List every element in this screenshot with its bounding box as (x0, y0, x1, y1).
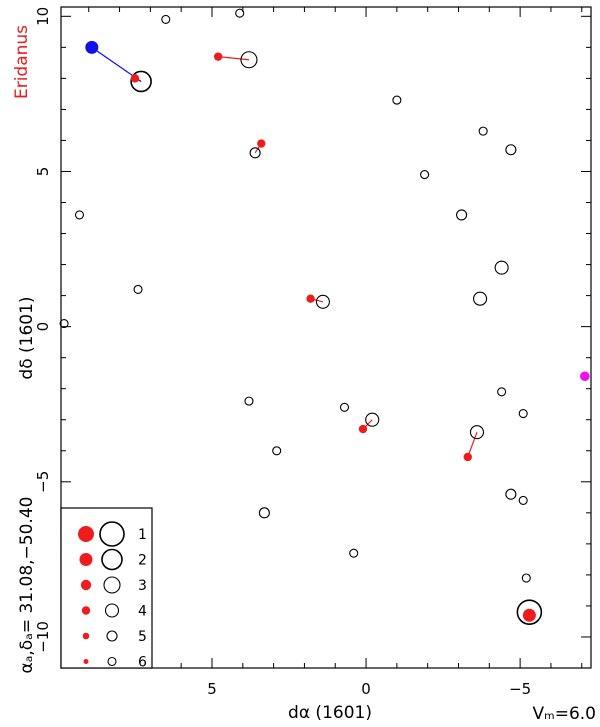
reference-star (473, 291, 488, 306)
center-coordinates-label: αₐ,δₐ= 31.08,−50.40 (17, 497, 37, 674)
legend-open-symbol (104, 603, 120, 618)
legend-filled-symbol (82, 632, 90, 640)
legend-magnitude-label: 3 (138, 578, 147, 594)
legend-magnitude-label: 4 (138, 604, 147, 620)
reference-star (244, 396, 254, 406)
reference-star (456, 209, 468, 221)
legend-open-symbol (103, 576, 121, 594)
reference-star (505, 144, 517, 156)
legend-filled-symbol (81, 606, 91, 615)
reference-star (315, 294, 330, 309)
x-tick-label: 0 (361, 680, 371, 698)
reference-star (130, 70, 152, 93)
legend-open-symbol (101, 548, 123, 571)
reference-star (59, 318, 69, 329)
observed-star (358, 424, 368, 434)
reference-star (161, 14, 171, 24)
reference-star (249, 147, 261, 159)
reference-star (494, 260, 509, 275)
observed-stars (85, 40, 590, 622)
limiting-magnitude-label: Vₘ=6.0 (532, 704, 596, 724)
observed-star (130, 74, 140, 83)
offset-line (218, 56, 250, 61)
legend-open-symbol (107, 656, 117, 667)
x-axis-title: dα (1601) (288, 703, 372, 723)
reference-star (521, 573, 531, 583)
reference-star (258, 507, 270, 519)
reference-star (365, 412, 380, 427)
y-tick-label: −5 (34, 471, 52, 493)
legend-open-symbol (99, 521, 125, 547)
blue-star (85, 40, 99, 54)
legend-box (60, 507, 153, 669)
reference-star (133, 284, 143, 294)
observed-star (522, 608, 536, 622)
y-tick-label: −10 (34, 621, 52, 653)
observed-star (306, 294, 315, 303)
y-axis-title: dδ (1601) (17, 296, 37, 379)
connection-lines (91, 46, 478, 458)
reference-star (339, 402, 350, 412)
reference-star (392, 95, 402, 105)
reference-stars (59, 8, 543, 625)
reference-star (505, 488, 517, 500)
reference-star (478, 126, 488, 136)
reference-star (420, 170, 430, 180)
observed-star (213, 52, 223, 61)
reference-star (469, 425, 485, 440)
reference-star (497, 387, 507, 397)
legend-magnitude-label: 1 (138, 527, 147, 543)
legend-filled-symbol (79, 553, 93, 566)
legend-magnitude-label: 6 (138, 655, 147, 671)
x-tick-label: 5 (207, 680, 217, 698)
reference-star (240, 51, 258, 69)
legend-magnitude-label: 2 (138, 553, 147, 569)
reference-star (235, 8, 245, 18)
constellation-label: Eridanus (12, 25, 32, 99)
legend-filled-symbol (80, 579, 92, 591)
legend-open-symbol (106, 630, 118, 642)
x-tick-label: −5 (509, 680, 531, 698)
reference-star (74, 210, 85, 220)
reference-star (272, 446, 282, 456)
observed-star (463, 452, 472, 462)
y-tick-label: 5 (34, 167, 52, 177)
magenta-star (580, 371, 590, 382)
legend: 1 2 3 4 5 6 (60, 507, 153, 671)
reference-star (518, 408, 528, 419)
observed-star (257, 139, 266, 148)
y-tick-label: 10 (34, 7, 52, 26)
offset-line (467, 431, 478, 458)
legend-filled-symbol (83, 659, 89, 664)
reference-star (349, 548, 359, 558)
reference-star (516, 599, 543, 625)
legend-filled-symbol (78, 526, 94, 542)
plot-frame (60, 6, 592, 669)
legend-magnitude-label: 5 (138, 629, 147, 645)
reference-star (518, 495, 528, 505)
y-tick-label: 0 (34, 322, 52, 332)
